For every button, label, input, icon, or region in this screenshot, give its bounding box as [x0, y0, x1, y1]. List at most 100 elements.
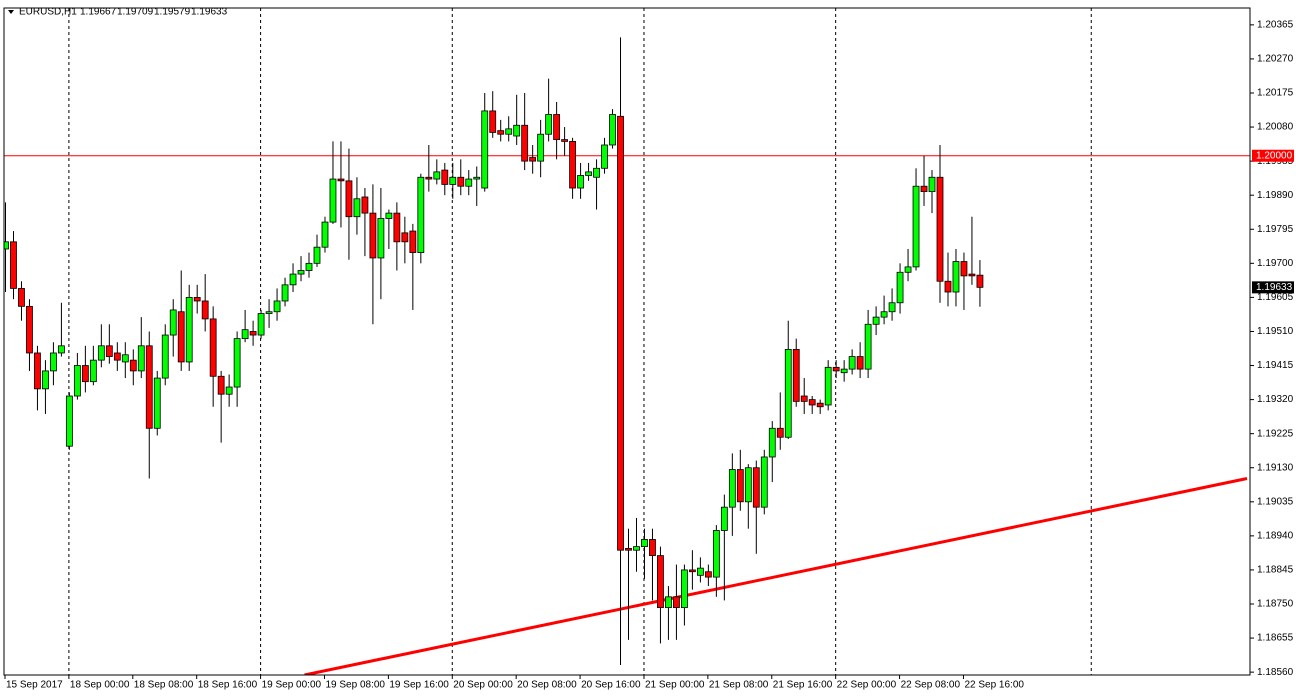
candle-body — [952, 261, 960, 293]
candle-body — [377, 218, 385, 259]
plot-frame — [3, 7, 1251, 676]
candle-body — [337, 178, 345, 182]
candle-body — [241, 329, 249, 340]
y-tick-label: 1.18845 — [1257, 565, 1294, 576]
candle-body — [577, 175, 584, 189]
candle-body — [720, 506, 728, 531]
y-tick-label: 1.18750 — [1257, 599, 1294, 610]
candle-body — [26, 305, 33, 354]
candle-body — [353, 198, 361, 218]
x-tick-label: 15 Sep 2017 — [6, 680, 63, 691]
candle-body — [361, 196, 369, 214]
x-tick-label: 21 Sep 16:00 — [773, 680, 833, 691]
x-tick-label: 19 Sep 08:00 — [325, 680, 385, 691]
candle-body — [641, 539, 648, 548]
candle-body — [896, 271, 904, 304]
candle-body — [249, 331, 257, 336]
candle-body — [305, 262, 313, 271]
candle-body — [968, 273, 976, 277]
candle-body — [4, 241, 9, 250]
candle-body — [233, 338, 241, 388]
candle-body — [936, 176, 944, 282]
candle-body — [888, 302, 896, 313]
candle-body — [50, 352, 57, 372]
candle-body — [617, 115, 624, 551]
candle-body — [177, 311, 185, 363]
x-tick-label: 21 Sep 08:00 — [709, 680, 769, 691]
candle-body — [169, 309, 177, 336]
candle-body — [329, 178, 337, 223]
candle-body — [489, 110, 497, 133]
y-tick-label: 1.20175 — [1257, 88, 1294, 99]
candle-body — [728, 469, 736, 508]
candle-body — [712, 530, 720, 578]
candle-body — [625, 548, 632, 551]
candle-body — [513, 124, 521, 137]
candle-body — [18, 288, 25, 307]
y-tick-label: 1.19320 — [1257, 394, 1294, 405]
trendline — [304, 477, 1248, 675]
y-tick-label: 1.20365 — [1257, 19, 1294, 30]
candle-body — [808, 399, 816, 406]
candle-body — [545, 114, 553, 135]
candle-body — [792, 348, 800, 402]
x-tick-label: 19 Sep 16:00 — [389, 680, 449, 691]
y-tick-label: 1.19130 — [1257, 462, 1294, 473]
candle-body — [153, 377, 161, 429]
y-tick-label: 1.18940 — [1257, 531, 1294, 542]
y-tick-label: 1.18655 — [1257, 633, 1294, 644]
candle-body — [417, 176, 425, 253]
candle-body — [273, 300, 281, 313]
candle-body — [321, 221, 329, 248]
candle-body — [657, 555, 664, 608]
candle-body — [505, 128, 513, 135]
candle-body — [209, 318, 217, 377]
candle-body — [34, 352, 41, 390]
candle-body — [265, 311, 273, 314]
candle-body — [217, 375, 225, 395]
y-tick-label: 1.19225 — [1257, 428, 1294, 439]
candle-body — [784, 348, 792, 438]
candle-body — [289, 273, 297, 286]
close-value: 1.19633 — [191, 7, 228, 18]
candle-body — [281, 284, 289, 302]
candle-body — [633, 546, 640, 551]
candle-body — [864, 323, 872, 370]
candle-body — [673, 596, 680, 608]
candle-body — [760, 456, 768, 508]
y-tick-label: 1.19795 — [1257, 224, 1294, 235]
candle-body — [976, 274, 984, 288]
candle-body — [585, 171, 592, 176]
candle-body — [928, 176, 936, 193]
candle-body — [840, 368, 848, 374]
candle-body — [696, 567, 704, 576]
symbol: EURUSD,H1 — [19, 7, 77, 18]
candle-body — [944, 280, 952, 293]
candle-body — [73, 365, 81, 397]
candle-body — [225, 386, 233, 395]
candle-body — [744, 467, 752, 503]
level-label-box — [1252, 149, 1294, 162]
x-tick-label: 22 Sep 00:00 — [837, 680, 897, 691]
candle-body — [425, 176, 433, 180]
candle-body — [920, 185, 928, 193]
x-tick-label: 18 Sep 08:00 — [134, 680, 194, 691]
low-value: 1.19579 — [154, 7, 191, 18]
menu-arrow[interactable] — [8, 10, 14, 14]
y-tick-label: 1.19605 — [1257, 292, 1294, 303]
candle-body — [904, 266, 912, 273]
candle-body — [681, 569, 688, 608]
candle-body — [345, 180, 353, 218]
x-tick-label: 22 Sep 16:00 — [964, 680, 1024, 691]
candle-body — [161, 334, 169, 379]
candle-body — [137, 345, 145, 372]
candle-body — [65, 395, 73, 447]
plot-area — [4, 8, 1250, 675]
candle-body — [257, 313, 265, 336]
open-value: 1.19667 — [80, 7, 117, 18]
candle-body — [553, 114, 561, 141]
candle-body — [433, 171, 441, 180]
y-tick-label: 1.18560 — [1257, 667, 1294, 678]
